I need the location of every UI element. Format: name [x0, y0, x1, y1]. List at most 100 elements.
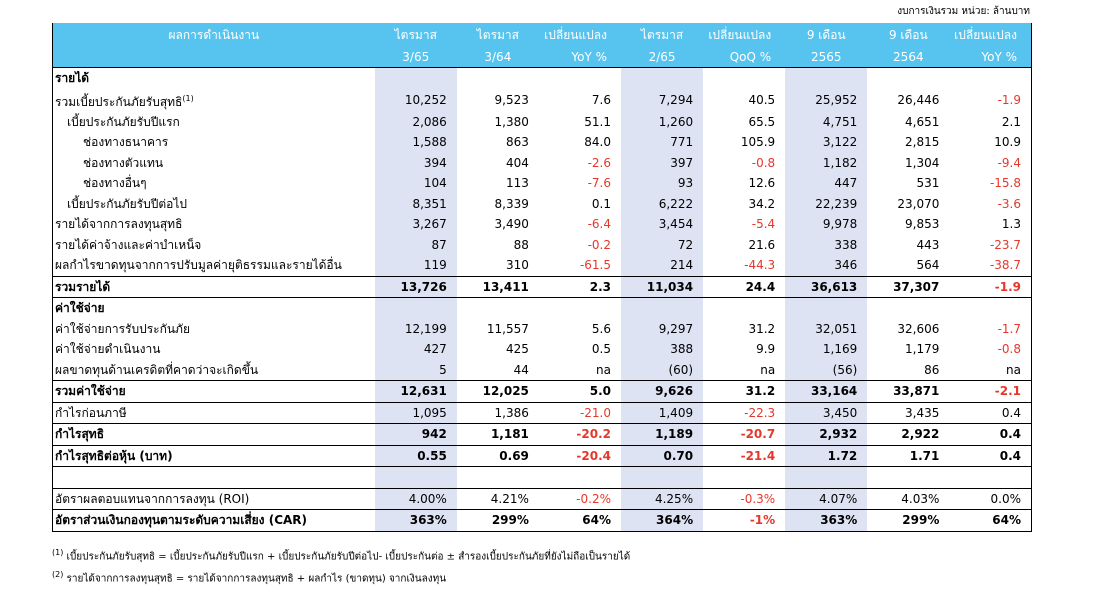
table-cell: -2.6 — [587, 155, 611, 170]
table-cell: 3,454 — [621, 214, 704, 235]
table-cell: 9,853 — [905, 217, 940, 232]
row-label: กำไรสุทธิ — [52, 423, 375, 446]
table-row: กำไรก่อนภาษี 1,095 1,386 -21.0 1,409 -22.3 3,4… — [53, 402, 1032, 424]
table-cell: -0.8 — [997, 342, 1021, 357]
table-cell: 364% — [621, 509, 704, 532]
table-cell: 9,978 — [785, 214, 868, 235]
table-cell: 397 — [621, 152, 704, 173]
table-cell — [703, 297, 786, 319]
table-row: ค่าใช้จ่ายการรับประกันภัย 12,199 11,557 5.6… — [53, 318, 1032, 340]
table-cell: 0.0% — [990, 491, 1022, 506]
row-label: รวมรายได้ — [52, 275, 375, 298]
table-cell: 9,626 — [621, 380, 704, 403]
table-cell: 0.55 — [374, 444, 457, 467]
row-label: รวมค่าใช้จ่าย — [52, 380, 375, 403]
table-cell: -38.7 — [989, 258, 1021, 273]
table-cell: 4,651 — [905, 114, 940, 129]
row-label-text: ผลขาดทุนด้านเครดิตที่คาดว่าจะเกิดขึ้น — [55, 362, 259, 377]
table-cell: 1,588 — [374, 132, 457, 153]
table-cell: 9,297 — [621, 318, 704, 339]
table-row: ผลกำไรขาดทุนจากการปรับมูลค่ายุติธรรมและร… — [53, 255, 1032, 276]
row-label: อัตราส่วนเงินกองทุนตามระดับความเสี่ยง (C… — [52, 509, 375, 532]
table-cell: 3,267 — [374, 214, 457, 235]
row-label — [52, 466, 375, 489]
row-label-text: กำไรสุทธิ — [55, 427, 105, 442]
table-row: รายได้ — [52, 67, 1032, 89]
table-cell: 65.5 — [748, 114, 776, 129]
table-row: ช่องทางธนาคาร 1,588 863 84.0 771 105.9 3,122 2,… — [53, 132, 1032, 153]
table-cell: 1,181 — [456, 423, 539, 446]
header-cell: 3/64 — [456, 47, 539, 68]
table-cell: 12,025 — [456, 380, 539, 403]
table-cell: (56) — [785, 359, 868, 381]
row-label: กำไรสุทธิต่อหุ้น (บาท) — [52, 444, 375, 467]
table-cell: 394 — [374, 152, 457, 173]
table-cell: 32,606 — [897, 321, 940, 336]
table-cell: 1,095 — [374, 402, 457, 424]
footnote-text: เบี้ยประกันภัยรับสุทธิ = เบี้ยประกันภัยร… — [63, 551, 631, 563]
row-label: ค่าใช้จ่ายการรับประกันภัย — [53, 319, 375, 340]
table-cell — [374, 466, 457, 489]
table-row: ช่องทางอื่นๆ 104 113 -7.6 93 12.6 447 531 -15.8 — [53, 173, 1032, 194]
footnote-marker: (2) — [52, 570, 64, 579]
table-cell: 11,034 — [621, 275, 704, 298]
header-cell: 3/65 — [374, 47, 457, 68]
table-cell: 72 — [621, 234, 704, 255]
table-cell: 10,252 — [374, 88, 457, 112]
header-row-2: 3/65 3/64 YoY % 2/65 QoQ % 2565 2564 YoY… — [52, 47, 1032, 68]
table-row: รวมเบี้ยประกันภัยรับสุทธิ(1) 10,252 9,523 7… — [53, 88, 1032, 112]
table-cell: 1,380 — [494, 114, 529, 129]
table-cell: 31.2 — [748, 321, 776, 336]
table-cell: 4,751 — [785, 111, 868, 132]
header-cell: 2564 — [867, 47, 950, 68]
row-label: รวมเบี้ยประกันภัยรับสุทธิ(1) — [53, 89, 375, 112]
table-cell: 447 — [785, 173, 868, 194]
header-row-1: ผลการดำเนินงาน ไตรมาส ไตรมาส เปลี่ยนแปลง… — [52, 23, 1032, 47]
table-cell: 113 — [506, 176, 529, 191]
table-cell: -1% — [703, 509, 786, 532]
table-cell: 9,523 — [494, 93, 529, 107]
table-cell — [867, 466, 950, 489]
table-cell: 8,351 — [374, 193, 457, 214]
table-cell: -9.4 — [997, 155, 1021, 170]
table-cell — [703, 466, 786, 489]
row-label: ช่องทางตัวแทน — [53, 153, 375, 174]
table-cell: 40.5 — [748, 93, 776, 107]
table-cell: 37,307 — [867, 275, 950, 298]
table-cell: 24.4 — [703, 275, 786, 298]
table-cell: 1,189 — [621, 423, 704, 446]
table-cell: 443 — [916, 237, 940, 252]
table-cell: -2.1 — [949, 380, 1032, 403]
table-cell: 1.72 — [785, 444, 868, 467]
table-cell: 34.2 — [748, 196, 776, 211]
unit-note: งบการเงินรวม หน่วย: ล้านบาท — [897, 6, 1030, 17]
table-cell: 105.9 — [740, 135, 776, 150]
table-cell — [949, 466, 1032, 489]
table-cell — [456, 466, 539, 489]
row-label: ผลขาดทุนด้านเครดิตที่คาดว่าจะเกิดขึ้น — [53, 360, 375, 381]
table-row: รวมค่าใช้จ่าย 12,631 12,025 5.0 9,626 31.2 33,… — [52, 380, 1032, 403]
header-cell: 9 เดือน — [785, 23, 868, 47]
table-cell: na — [596, 362, 611, 377]
table-cell: 64% — [949, 509, 1032, 532]
table-cell: -61.5 — [579, 258, 611, 273]
row-label-text: ช่องทางตัวแทน — [83, 155, 164, 170]
table-cell: 22,239 — [785, 193, 868, 214]
footnote-2: (2) รายได้จากการลงทุนสุทธิ = รายได้จากกา… — [52, 570, 446, 586]
table-row: รายได้ค่าจ้างและค่าบำเหน็จ 87 88 -0.2 72 21.6… — [53, 234, 1032, 255]
table-cell: 21.6 — [748, 237, 776, 252]
header-cell — [52, 47, 375, 68]
table-cell: 3,122 — [785, 132, 868, 153]
header-cell: เปลี่ยนแปลง — [538, 23, 621, 47]
row-label-text: ช่องทางธนาคาร — [83, 135, 169, 150]
table-cell: -5.4 — [751, 217, 776, 232]
row-label-text: อัตราผลตอบแทนจากการลงทุน (ROI) — [55, 491, 250, 506]
table-row: อัตราผลตอบแทนจากการลงทุน (ROI) 4.00% 4.21%… — [53, 488, 1032, 510]
table-body: รายได้ รวมเบี้ยประกันภัยรับสุทธิ(1) 10,252… — [52, 67, 1032, 532]
table-cell: 10.9 — [994, 135, 1021, 150]
header-cell: 2565 — [785, 47, 868, 68]
table-cell — [538, 297, 621, 319]
table-row: กำไรสุทธิต่อหุ้น (บาท) 0.55 0.69 -20.4 0.70-… — [52, 444, 1032, 467]
table-cell: 93 — [621, 173, 704, 194]
table-cell: 64% — [538, 509, 621, 532]
